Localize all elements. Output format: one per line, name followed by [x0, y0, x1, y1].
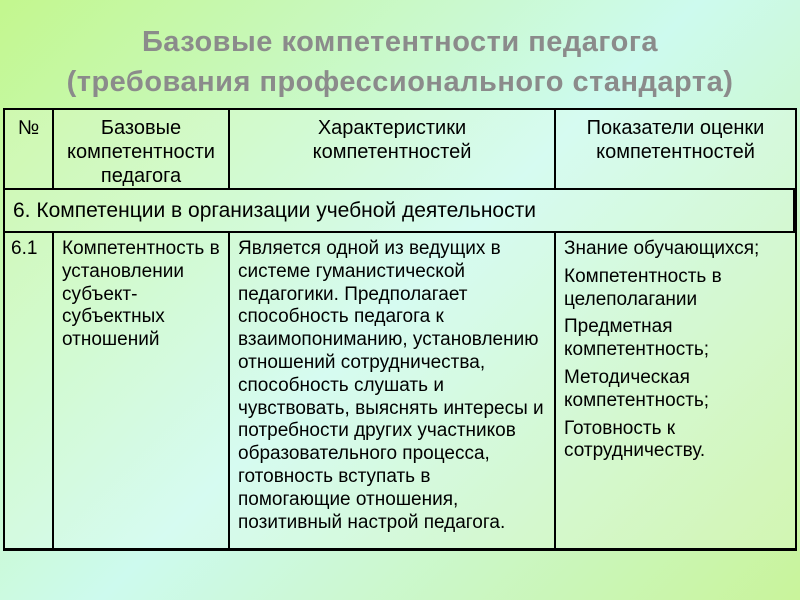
section-row-label: 6. Компетенции в организации учебной дея…	[5, 190, 795, 233]
header-cell-characteristics: Характеристики компетентностей	[230, 110, 556, 190]
header-cell-number: №	[5, 110, 54, 190]
indicator-item: Компетентность в целеполагании	[564, 265, 722, 310]
row-characteristics-cell: Является одной из ведущих в системе гума…	[230, 233, 556, 548]
indicator-item: Знание обучающихся;	[564, 238, 760, 259]
row-number-cell: 6.1	[5, 233, 54, 548]
indicator-item: Предметная компетентность;	[564, 316, 710, 361]
header-cell-indicators: Показатели оценки компетентностей	[556, 110, 795, 190]
indicator-item: Готовность к сотрудничеству.	[564, 417, 706, 462]
header-basic-competencies-label: Базовые компетентности педагога	[67, 117, 215, 187]
header-number-label: №	[17, 117, 40, 139]
header-cell-basic-competencies: Базовые компетентности педагога	[54, 110, 230, 190]
slide-title-line1: Базовые компетентности педагога	[141, 26, 659, 58]
indicator-item: Методическая компетентность;	[564, 366, 710, 411]
row-indicators-cell: Знание обучающихся; Компетентность в цел…	[556, 233, 795, 548]
slide-title: Базовые компетентности педагога (требова…	[0, 22, 800, 108]
competencies-table: № Базовые компетентности педагога Характ…	[3, 108, 797, 551]
row-competence-cell: Компетентность в установлении субъект-су…	[54, 233, 230, 548]
header-characteristics-label: Характеристики компетентностей	[312, 117, 472, 163]
header-indicators-label: Показатели оценки компетентностей	[586, 117, 765, 163]
slide-title-line2: (требования профессионального стандарта)	[66, 66, 734, 98]
